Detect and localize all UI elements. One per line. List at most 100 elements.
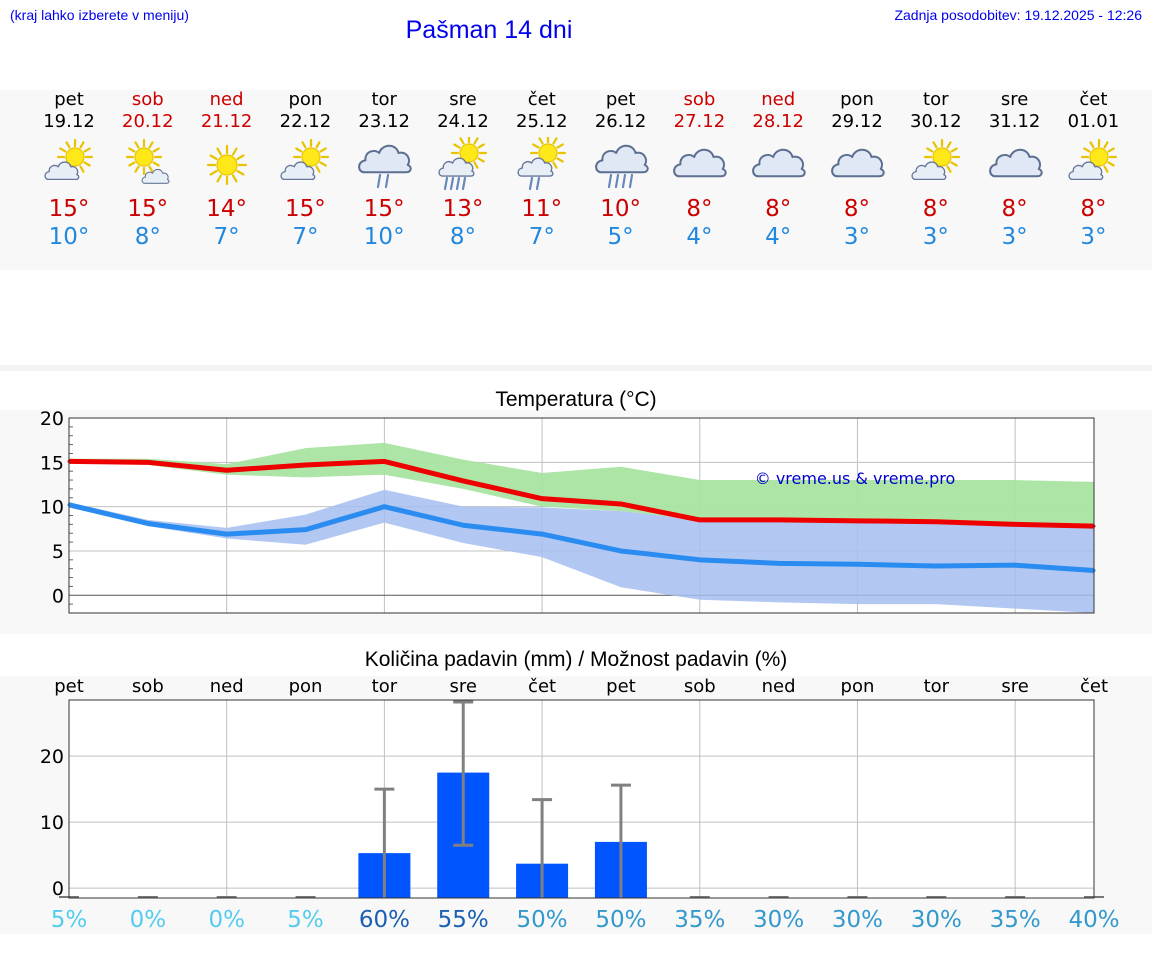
max-temperature: 8°: [1001, 196, 1028, 222]
min-temperature-point: [619, 549, 623, 553]
plot-frame: [68, 699, 1095, 899]
day-label: ned: [762, 676, 796, 697]
max-temperature-point: [304, 463, 308, 467]
day-name: čet: [527, 89, 556, 110]
temperature-chart: 0 5 10 15 20 © vreme.us & vreme.pro: [40, 408, 1096, 614]
watermark: © vreme.us & vreme.pro: [755, 469, 956, 488]
day-label: pet: [54, 676, 84, 697]
day-date: 21.12: [200, 111, 253, 132]
day-name: pon: [288, 89, 323, 110]
region-menu-note[interactable]: (kraj lahko izberete v meniju): [10, 7, 189, 23]
partly-sunny-icon: [277, 137, 333, 193]
min-temperature: 7°: [292, 224, 319, 250]
forecast-strip-background: [0, 90, 1152, 270]
day-label: ned: [210, 676, 244, 697]
day-label: sob: [684, 676, 716, 697]
min-temperature: 4°: [765, 224, 792, 250]
max-temperature: 8°: [843, 196, 871, 222]
day-label: sob: [132, 676, 164, 697]
min-temperature: 3°: [843, 224, 871, 250]
min-temperature-point: [934, 564, 938, 568]
precipitation-probability: 55%: [438, 907, 489, 933]
day-name: sre: [1000, 89, 1029, 110]
day-name: pet: [605, 89, 636, 110]
day-date: 27.12: [673, 111, 726, 132]
day-name: sob: [131, 89, 164, 110]
cloudy-icon: [671, 137, 728, 193]
precipitation-probability: 50%: [595, 907, 646, 933]
day-date: 30.12: [910, 111, 962, 132]
day-label: pon: [841, 676, 875, 697]
cloudy-icon: [750, 137, 806, 193]
max-temperature: 8°: [922, 196, 949, 222]
y-tick-label: 10: [40, 497, 64, 519]
y-tick-label: 5: [52, 541, 64, 563]
y-tick-label: 10: [40, 812, 64, 834]
y-tick-label: 0: [52, 878, 64, 900]
day-date: 20.12: [122, 111, 174, 132]
min-temperature: 8°: [134, 224, 161, 250]
min-temperature: 10°: [48, 224, 90, 250]
precipitation-probability: 35%: [674, 907, 725, 933]
partly-sunny-icon: [1065, 137, 1121, 193]
forecast-strip: pet 19.12 15° 10° sob 20.12 15° 8° ned 21.12 14°…: [30, 89, 1134, 269]
day-label: sre: [449, 676, 476, 697]
precipitation-probability: 30%: [911, 907, 962, 933]
forecast-day: sre 31.12 8° 3°: [976, 89, 1054, 251]
min-temperature: 7°: [213, 224, 240, 250]
min-temperature-point: [1013, 563, 1017, 567]
y-tick-label: 0: [52, 585, 64, 607]
cloud-heavy-rain-icon: [593, 137, 649, 193]
max-temperature-point: [461, 479, 465, 483]
sun-icon: [199, 137, 255, 193]
max-temperature: 11°: [521, 196, 563, 222]
max-temperature-point: [619, 502, 623, 506]
page-title: Pašman 14 dni: [405, 16, 573, 44]
min-temperature-point: [304, 528, 308, 532]
day-name: sre: [449, 89, 477, 110]
precipitation-probability: 50%: [517, 907, 568, 933]
forecast-day: pon 22.12 15° 7°: [266, 89, 344, 251]
precipitation-probability: 5%: [287, 907, 324, 933]
partly-sunny-icon: [41, 137, 97, 193]
forecast-day: pon 29.12 8° 3°: [818, 89, 896, 251]
max-temperature: 14°: [206, 196, 247, 222]
day-date: 01.01: [1067, 111, 1120, 132]
cloudy-icon: [987, 137, 1043, 193]
min-temperature-point: [382, 505, 386, 509]
forecast-day: čet 01.01 8° 3°: [1054, 89, 1132, 251]
max-temperature-point: [225, 468, 229, 472]
min-temperature-point: [855, 562, 859, 566]
partly-sunny-icon: [908, 137, 964, 193]
y-tick-label: 15: [40, 452, 64, 474]
day-name: tor: [923, 89, 949, 110]
day-label: tor: [924, 676, 950, 697]
precipitation-chart: pet sob ned pon tor sre čet pet sob ned pon tor sre č…: [40, 676, 1120, 933]
cloudy-icon: [829, 137, 885, 193]
day-label: tor: [372, 676, 398, 697]
forecast-day: ned 21.12 14° 7°: [188, 89, 266, 251]
min-temperature: 10°: [363, 224, 405, 250]
day-name: pet: [54, 89, 84, 110]
max-temperature-point: [382, 459, 386, 463]
day-date: 31.12: [988, 111, 1041, 132]
forecast-day: ned 28.12 8° 4°: [739, 89, 817, 251]
max-temperature: 8°: [1080, 196, 1107, 222]
day-date: 29.12: [831, 111, 883, 132]
min-temperature-point: [225, 532, 229, 536]
day-date: 23.12: [358, 111, 410, 132]
min-temperature: 7°: [528, 224, 555, 250]
day-date: 24.12: [437, 111, 489, 132]
max-temperature: 8°: [686, 196, 713, 222]
precipitation-probability: 0%: [130, 907, 167, 933]
separator: [0, 365, 1152, 371]
max-temperature-line: [68, 458, 1095, 529]
sun-small-cloud-icon: [120, 137, 176, 193]
day-label: pet: [606, 676, 636, 697]
forecast-day: pet 26.12 10° 5°: [582, 89, 660, 251]
cloud-rain-icon: [356, 137, 412, 193]
min-temperature: 3°: [1080, 224, 1107, 250]
day-name: sob: [683, 89, 716, 110]
max-temperature: 15°: [285, 196, 326, 222]
forecast-day: sob 27.12 8° 4°: [660, 89, 738, 251]
